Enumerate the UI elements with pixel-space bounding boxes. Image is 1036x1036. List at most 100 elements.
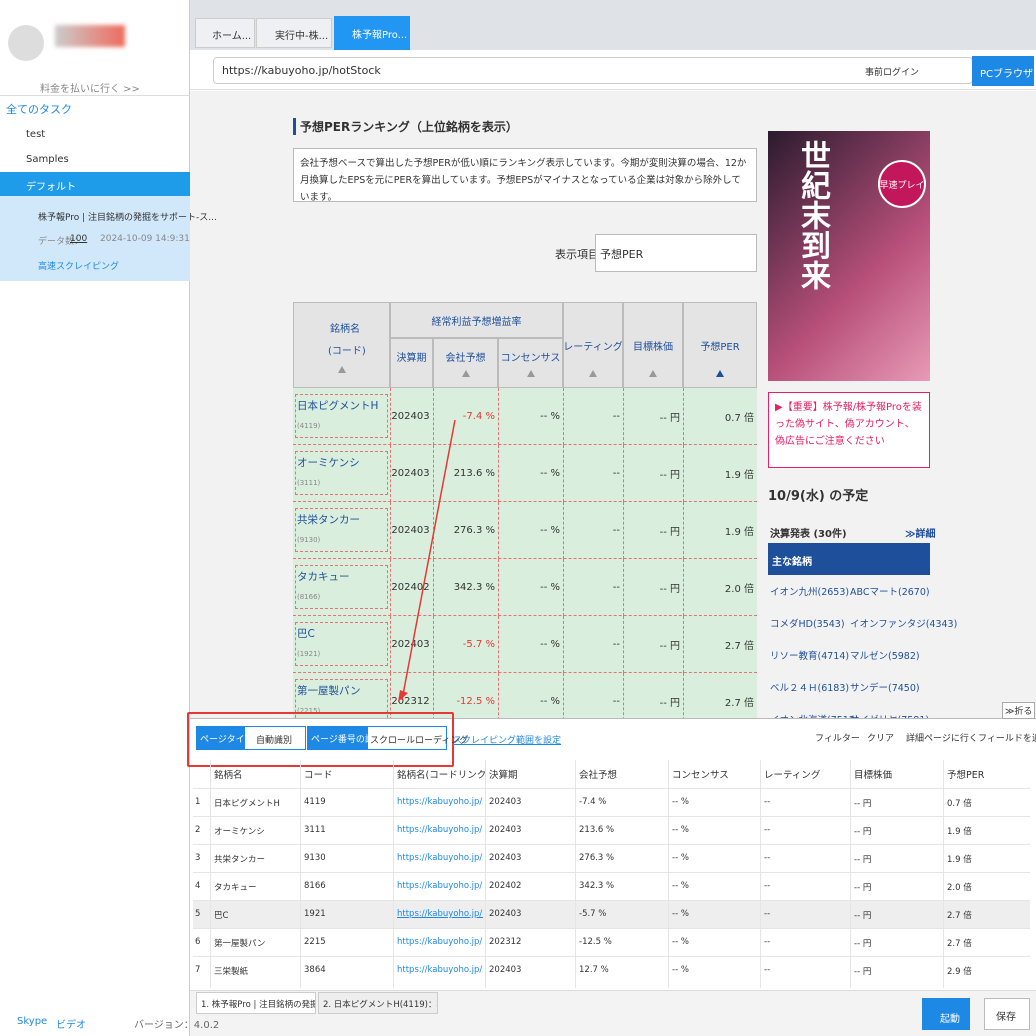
stock-link[interactable]: イオンファンタジ(4343) [850, 619, 958, 630]
stock-name[interactable]: 巴C [297, 628, 315, 640]
cell: 2.0 倍 [683, 559, 757, 616]
filter[interactable]: フィルター [815, 734, 860, 744]
name-box [295, 451, 388, 495]
data-cell[interactable]: https://kabuyoho.jp/reportT... [397, 909, 483, 919]
stock-name[interactable]: タカキュー [297, 571, 350, 583]
range-link[interactable]: スクレイピング範囲を設定 [453, 736, 562, 746]
cell: 202403 [390, 445, 433, 502]
start-button[interactable] [922, 998, 970, 1030]
stock-link[interactable]: イオン北海道(7512) [770, 712, 859, 718]
page-type-select[interactable] [196, 726, 306, 750]
data-cell: 5 [195, 909, 201, 919]
column-divider [300, 760, 301, 988]
tab-label: ホーム... [212, 31, 252, 42]
detail[interactable]: 詳細ページに行く [906, 734, 978, 744]
name-box [295, 508, 388, 552]
data-cell: 共栄タンカー [214, 855, 266, 865]
all-tasks[interactable]: 全てのタスク [6, 103, 72, 116]
row [293, 673, 757, 718]
cell: -- 円 [623, 388, 683, 445]
folder[interactable]: test [26, 129, 46, 140]
data-cell: -- [764, 825, 771, 835]
stock-link[interactable]: ABCマート(2670) [850, 587, 930, 598]
stock-link[interactable]: サンデー(7450) [850, 683, 920, 694]
stock-name[interactable]: オーミケンシ [297, 457, 360, 469]
data-cell: -5.7 % [579, 909, 607, 919]
cell: 276.3 % [433, 502, 498, 559]
data-cell[interactable]: https://kabuyoho.jp/reportT... [397, 937, 483, 947]
data-row [193, 816, 1030, 844]
task-tab[interactable]: 2. 日本ピグメントH(4119)：株式... [318, 992, 438, 1014]
cell: -- 円 [623, 502, 683, 559]
date: 2024-10-09 14:9:31 [100, 234, 190, 244]
cell: 202312 [390, 673, 433, 718]
data-cell[interactable]: https://kabuyoho.jp/reportT... [397, 853, 483, 863]
data-cell: 202403 [489, 825, 522, 835]
data-cell[interactable]: https://kabuyoho.jp/reportT... [397, 825, 483, 835]
cell: -- 円 [623, 559, 683, 616]
stock-link[interactable]: マルゼン(5982) [850, 651, 920, 662]
url[interactable]: https://kabuyoho.jp/hotStock [222, 64, 381, 77]
data-cell: -- % [672, 797, 689, 807]
tab[interactable]: 実行中-株... [256, 18, 332, 48]
page-type[interactable]: 自動識別 [256, 736, 293, 746]
divider [0, 95, 190, 96]
collapse[interactable]: ≫折る [1002, 702, 1036, 719]
folder[interactable]: デフォルト [26, 182, 76, 193]
stock-name[interactable]: 共栄タンカー [297, 514, 360, 526]
stock-name[interactable]: 日本ピグメントH [297, 400, 379, 412]
data-cell[interactable]: https://kabuyoho.jp/reportT... [397, 881, 483, 891]
data-cell: 3111 [304, 825, 326, 835]
data-cell: 202403 [489, 965, 522, 975]
tab-active[interactable]: 株予報Pro... [334, 16, 410, 50]
sort-icon [526, 370, 535, 377]
stock-link[interactable]: サイゼリヤ(7581) [850, 712, 929, 718]
paging[interactable]: スクロールローディング [370, 736, 469, 746]
th-group: 経常利益予想増益率 [390, 302, 563, 338]
data-cell[interactable]: https://kabuyoho.jp/reportT... [397, 797, 483, 807]
sort-icon [461, 370, 470, 377]
data-cell: 2 [195, 825, 201, 835]
save-button[interactable] [984, 998, 1030, 1030]
login[interactable]: 事前ログイン [865, 68, 920, 78]
stock-link[interactable]: リソー教育(4714) [770, 651, 850, 662]
skype[interactable]: Skype [17, 1016, 48, 1027]
pay-link[interactable]: 料金を払いに行く >> [40, 84, 140, 95]
pc-browser-button[interactable] [972, 56, 1034, 86]
folder[interactable]: Samples [26, 154, 69, 165]
sort-icon [589, 370, 597, 377]
cell: 1.9 倍 [683, 502, 757, 559]
schedule-detail[interactable]: ≫詳細 [905, 529, 936, 540]
data-cell[interactable]: https://kabuyoho.jp/reportT... [397, 965, 483, 975]
clear[interactable]: クリア [867, 734, 895, 744]
display-select[interactable]: 予想PER [595, 234, 757, 272]
data-row [193, 844, 1030, 872]
tab[interactable]: ホーム... [195, 18, 255, 48]
column-divider [850, 760, 851, 988]
paging-select[interactable] [307, 726, 447, 750]
stock-link[interactable]: コメダHD(3543) [770, 619, 845, 630]
cell: 213.6 % [433, 445, 498, 502]
avatar [8, 25, 44, 61]
column-header: 目標株価 [854, 770, 893, 781]
task-item[interactable] [0, 196, 190, 281]
stock-name[interactable]: 第一屋製パン [297, 685, 361, 697]
stock-link[interactable]: イオン九州(2653) [770, 587, 850, 598]
add-field[interactable]: フィールドを追加 [978, 734, 1036, 744]
th-period: 決算期 [390, 338, 433, 388]
stock-code: (9130) [297, 536, 321, 544]
stock-code: (1921) [297, 650, 321, 658]
data-cell: 202403 [489, 853, 522, 863]
column-header: 銘柄名 [214, 770, 243, 781]
cell: -- % [498, 388, 563, 445]
stock-link[interactable]: ベル２４Ｈ(6183) [770, 683, 850, 694]
task-tab[interactable]: 1. 株予報Pro | 注目銘柄の発掘を... [196, 992, 316, 1014]
notice[interactable]: ▶【重要】株予報/株予報Proを装った偽サイト、偽アカウント、偽広告にご注意くだ… [768, 392, 930, 468]
th-code: (コード) [328, 346, 366, 357]
ad-button[interactable]: 早速プレイ [878, 160, 926, 208]
task-title[interactable]: 株予報Pro | 注目銘柄の発掘をサポート-ス... [38, 213, 217, 223]
tab-label: 実行中-株... [275, 31, 329, 42]
video[interactable]: ビデオ [56, 1020, 86, 1031]
cell: 2.7 倍 [683, 673, 757, 718]
version: バージョン：4.0.2 [134, 1020, 220, 1031]
